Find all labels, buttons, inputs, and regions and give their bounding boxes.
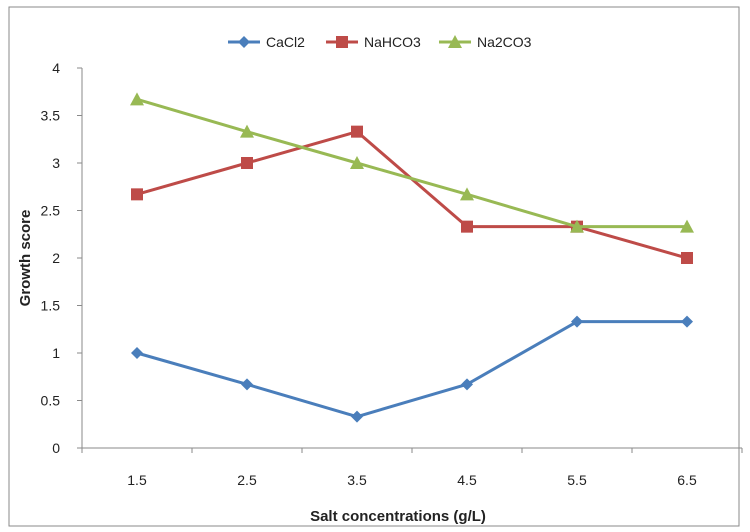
y-tick-label: 3 bbox=[52, 155, 60, 171]
data-point bbox=[461, 221, 473, 233]
y-tick-label: 0 bbox=[52, 440, 60, 456]
legend-marker bbox=[336, 36, 348, 48]
y-tick-label: 1 bbox=[52, 345, 60, 361]
x-tick-label: 2.5 bbox=[237, 472, 257, 488]
x-axis-title: Salt concentrations (g/L) bbox=[310, 508, 486, 525]
data-point bbox=[681, 252, 693, 264]
x-tick-label: 1.5 bbox=[127, 472, 147, 488]
legend-item: NaHCO3 bbox=[326, 34, 421, 50]
y-axis-title: Growth score bbox=[17, 210, 34, 307]
legend-label: CaCl2 bbox=[266, 34, 305, 50]
x-tick-label: 4.5 bbox=[457, 472, 477, 488]
legend-label: NaHCO3 bbox=[364, 34, 421, 50]
data-point bbox=[131, 188, 143, 200]
data-point bbox=[241, 157, 253, 169]
y-tick-label: 3.5 bbox=[41, 108, 61, 124]
y-tick-label: 0.5 bbox=[41, 393, 61, 409]
y-tick-label: 2 bbox=[52, 250, 60, 266]
y-tick-label: 2.5 bbox=[41, 203, 61, 219]
x-tick-label: 3.5 bbox=[347, 472, 367, 488]
x-tick-label: 6.5 bbox=[677, 472, 697, 488]
x-tick-label: 5.5 bbox=[567, 472, 587, 488]
legend-label: Na2CO3 bbox=[477, 34, 532, 50]
data-point bbox=[351, 126, 363, 138]
y-tick-label: 1.5 bbox=[41, 298, 61, 314]
y-tick-label: 4 bbox=[52, 60, 60, 76]
